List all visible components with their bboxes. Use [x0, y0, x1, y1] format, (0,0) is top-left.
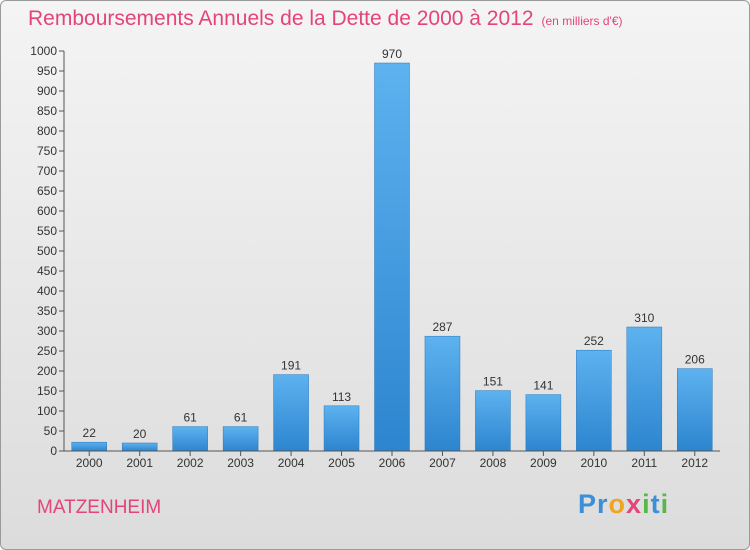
bar-2003 — [222, 426, 259, 452]
x-tick-label: 2006 — [379, 456, 406, 470]
bar-value-label: 970 — [382, 47, 402, 61]
bar-value-label: 206 — [685, 353, 705, 367]
chart-subtitle: (en milliers d'€) — [541, 14, 623, 28]
bar-value-label: 191 — [281, 359, 301, 373]
y-tick-label: 300 — [37, 324, 57, 338]
y-tick-label: 50 — [44, 424, 58, 438]
x-tick-label: 2004 — [278, 456, 305, 470]
bar-value-label: 287 — [432, 320, 452, 334]
bar-value-label: 61 — [234, 411, 248, 425]
y-tick-label: 250 — [37, 344, 57, 358]
x-tick-label: 2010 — [580, 456, 607, 470]
y-tick-label: 700 — [37, 164, 57, 178]
bar-value-label: 141 — [533, 379, 553, 393]
proxiti-logo[interactable]: Proxiti — [578, 489, 670, 519]
bar-2004 — [273, 374, 309, 452]
x-tick-label: 2005 — [328, 456, 355, 470]
x-tick-label: 2002 — [177, 456, 204, 470]
x-tick-label: 2011 — [631, 456, 657, 470]
bar-value-label: 310 — [634, 311, 654, 325]
y-tick-label: 1000 — [30, 44, 57, 58]
x-tick-label: 2000 — [76, 456, 103, 470]
bar-2012 — [677, 368, 713, 452]
y-tick-label: 500 — [37, 244, 57, 258]
bar-2000 — [71, 441, 107, 452]
y-tick-label: 600 — [37, 204, 57, 218]
x-tick-label: 2008 — [480, 456, 507, 470]
bar-2006 — [374, 62, 410, 452]
bar-2010 — [576, 349, 612, 452]
y-tick-label: 800 — [37, 124, 57, 138]
y-tick-label: 950 — [37, 64, 57, 78]
y-tick-label: 550 — [37, 224, 57, 238]
bar-value-label: 113 — [332, 390, 351, 404]
bar-2008 — [475, 390, 511, 452]
y-axis: 0 50 100 150 200 250 300 350 400 450 500 550 600 650 7… — [30, 44, 65, 458]
bar-value-label: 252 — [584, 334, 604, 348]
x-tick-label: 2007 — [429, 456, 456, 470]
bars: 22 20 61 61 191 113 970 287 151 141 252 310 206 — [71, 47, 713, 452]
chart-title: Remboursements Annuels de la Dette de 20… — [28, 7, 623, 31]
x-tick-label: 2001 — [126, 456, 153, 470]
bar-2009 — [525, 394, 562, 452]
bar-2007 — [424, 335, 461, 452]
x-axis: 2000 2001 2002 2003 2004 2005 2006 2007 2008 2009… — [64, 450, 720, 470]
y-tick-label: 100 — [37, 404, 57, 418]
bar-value-label: 20 — [133, 427, 147, 441]
y-tick-label: 150 — [37, 384, 57, 398]
y-tick-label: 0 — [50, 444, 57, 458]
y-tick-label: 400 — [37, 284, 57, 298]
y-tick-label: 750 — [37, 144, 57, 158]
x-tick-label: 2003 — [227, 456, 254, 470]
bar-2002 — [172, 426, 208, 452]
bar-value-label: 61 — [183, 411, 197, 425]
x-tick-label: 2009 — [530, 456, 557, 470]
bar-2005 — [323, 405, 360, 452]
y-tick-label: 850 — [37, 104, 57, 118]
bar-2001 — [121, 442, 158, 452]
y-tick-label: 200 — [37, 364, 57, 378]
x-tick-label: 2012 — [681, 456, 708, 470]
y-tick-label: 450 — [37, 264, 57, 278]
commune-name: MATZENHEIM — [37, 497, 162, 518]
y-tick-label: 900 — [37, 84, 57, 98]
title-text: Remboursements Annuels de la Dette de 20… — [28, 7, 534, 30]
y-tick-label: 650 — [37, 184, 57, 198]
y-tick-label: 350 — [37, 304, 57, 318]
bar-2011 — [626, 326, 663, 452]
bar-value-label: 22 — [83, 426, 97, 440]
bar-value-label: 151 — [483, 375, 503, 389]
